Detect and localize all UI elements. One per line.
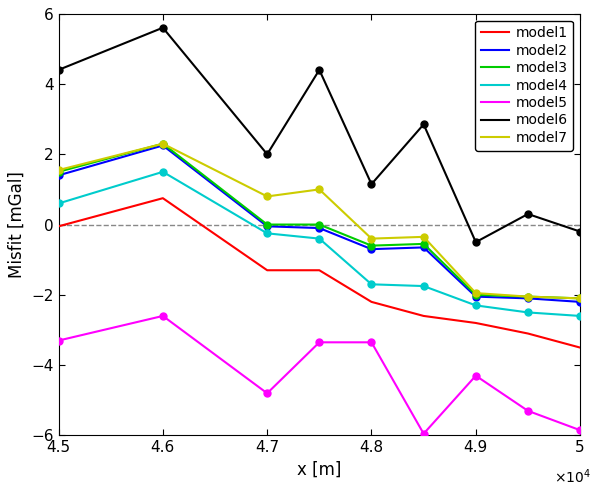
model4 — [472, 302, 479, 308]
model2 — [368, 246, 375, 252]
model3 — [420, 241, 427, 247]
model7 — [368, 236, 375, 242]
model1 — [264, 268, 271, 273]
model3 — [577, 295, 584, 301]
Y-axis label: Misfit [mGal]: Misfit [mGal] — [8, 171, 26, 278]
model7 — [472, 290, 479, 296]
model3 — [472, 292, 479, 298]
X-axis label: x [m]: x [m] — [297, 461, 341, 479]
model2 — [524, 295, 531, 301]
model4 — [368, 281, 375, 287]
model2 — [472, 294, 479, 299]
model6 — [316, 67, 323, 73]
model1 — [368, 299, 375, 305]
model3 — [524, 294, 531, 299]
model1 — [159, 195, 167, 201]
model1 — [524, 331, 531, 337]
model4 — [524, 310, 531, 316]
model4 — [316, 236, 323, 242]
model5 — [316, 340, 323, 345]
model6 — [420, 122, 427, 127]
model5 — [577, 427, 584, 433]
model6 — [524, 211, 531, 217]
model3 — [368, 243, 375, 248]
model3 — [55, 169, 62, 175]
model4 — [264, 230, 271, 236]
model5 — [368, 340, 375, 345]
model2 — [420, 245, 427, 250]
Line: model1: model1 — [59, 198, 580, 347]
model2 — [264, 223, 271, 229]
Legend: model1, model2, model3, model4, model5, model6, model7: model1, model2, model3, model4, model5, … — [475, 21, 573, 150]
model1 — [316, 268, 323, 273]
model4 — [420, 283, 427, 289]
model2 — [55, 172, 62, 178]
model5 — [264, 391, 271, 396]
model7 — [55, 167, 62, 173]
model5 — [159, 313, 167, 319]
model7 — [264, 194, 271, 199]
model6 — [159, 25, 167, 31]
Line: model2: model2 — [55, 142, 584, 305]
model7 — [316, 187, 323, 193]
model4 — [577, 313, 584, 319]
model3 — [264, 221, 271, 227]
model7 — [524, 294, 531, 299]
Line: model3: model3 — [55, 140, 584, 302]
model7 — [577, 295, 584, 301]
model3 — [159, 141, 167, 147]
Line: model4: model4 — [55, 169, 584, 319]
model2 — [316, 225, 323, 231]
Line: model7: model7 — [55, 140, 584, 302]
Line: model5: model5 — [55, 313, 584, 437]
model6 — [368, 181, 375, 187]
model4 — [159, 169, 167, 175]
model7 — [159, 141, 167, 147]
model1 — [420, 313, 427, 319]
model6 — [577, 229, 584, 235]
model1 — [472, 320, 479, 326]
model5 — [472, 373, 479, 379]
model7 — [420, 234, 427, 240]
model2 — [159, 143, 167, 148]
model6 — [55, 67, 62, 73]
model1 — [55, 223, 62, 229]
Text: $\times10^4$: $\times10^4$ — [553, 467, 590, 486]
model2 — [577, 299, 584, 305]
Line: model6: model6 — [55, 24, 584, 245]
model5 — [420, 431, 427, 437]
model6 — [472, 239, 479, 245]
model3 — [316, 221, 323, 227]
model1 — [577, 344, 584, 350]
model6 — [264, 151, 271, 157]
model4 — [55, 200, 62, 206]
model5 — [524, 408, 531, 414]
model5 — [55, 338, 62, 343]
